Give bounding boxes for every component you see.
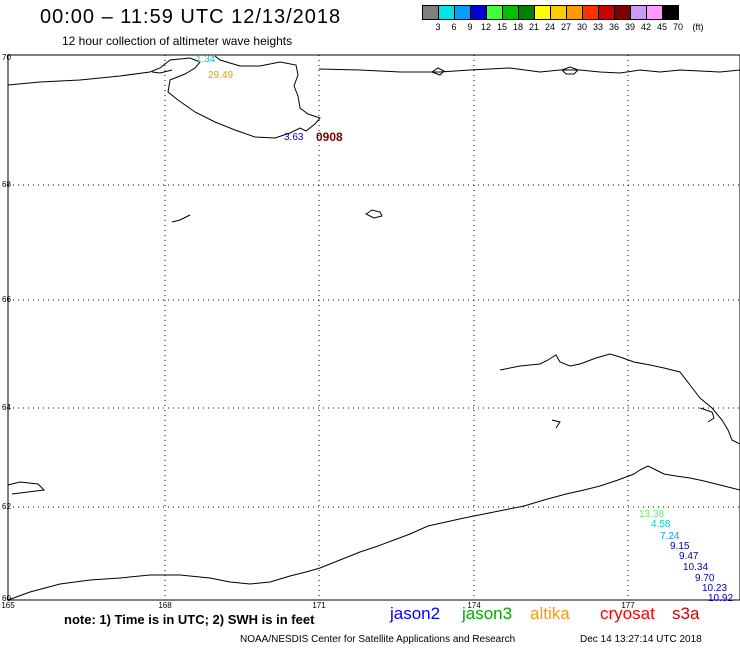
legend-cryosat: cryosat [600,604,655,623]
scale-unit: (ft) [692,22,704,32]
coastline-norton-bay [699,407,715,423]
observation-labels: 1.34 29.49 3.63 0908 13.38 4.58 7.24 9.1… [196,54,733,604]
coastline-north-bay [151,69,173,74]
observation-label: 10.34 [683,562,708,573]
coastline-seward [499,353,740,445]
island-small-3 [365,209,383,219]
observation-label: 10.92 [708,593,733,604]
lon-label-171: 171 [312,601,326,610]
observation-label: 9.47 [679,551,699,562]
lat-label-70: 70 [2,53,11,62]
scale-label: 30 [576,22,588,32]
scale-label: 27 [560,22,572,32]
observation-label: 3.63 [284,132,304,143]
scale-label: 12 [480,22,492,32]
coastline-west-stlawrence [7,481,46,495]
observation-label: 1.34 [196,54,216,65]
scale-label: 33 [592,22,604,32]
lat-label-60: 60 [2,594,11,603]
coastline-yukon-delta [639,465,740,491]
lon-label-174: 174 [467,601,481,610]
island-small-2 [561,66,579,75]
scale-label: 3 [435,22,441,32]
scale-label: 18 [512,22,524,32]
scale-label: 15 [496,22,508,32]
lon-label-165: 165 [1,601,15,610]
lat-label-62: 62 [2,502,11,511]
scale-label: 9 [467,22,473,32]
observation-label: 4.58 [651,519,671,530]
scale-label: 70 [672,22,684,32]
scale-label: 21 [528,22,540,32]
observation-label: 9.15 [670,541,690,552]
coastline-bering-south [7,469,641,601]
generated-timestamp: Dec 14 13:27:14 UTC 2018 [580,634,702,645]
scale-label: 24 [544,22,556,32]
lon-labels: 165 168 171 174 177 [1,601,635,610]
legend-jason2: jason2 [390,604,441,623]
page-title: 00:00 – 11:59 UTC 12/13/2018 [40,6,342,28]
coastlines [7,55,740,601]
scale-label: 39 [624,22,636,32]
scale-label: 45 [656,22,668,32]
coastline-norton-sound [551,419,561,429]
observation-time-label: 0908 [316,130,343,144]
color-scale: 3 6 9 12 15 18 21 24 27 30 33 36 39 42 45 70 (ft) [422,5,704,32]
legend-s3a: s3a [672,604,700,623]
lat-label-68: 68 [2,180,11,189]
lat-labels: 70 68 66 64 62 60 [2,53,11,603]
lat-label-66: 66 [2,295,11,304]
lat-label-64: 64 [2,403,11,412]
observation-label: 9.70 [695,573,715,584]
island-small-1 [430,67,445,76]
observation-label: 7.24 [660,531,680,542]
lon-label-177: 177 [621,601,635,610]
legend-jason3: jason3 [462,604,513,623]
map-frame [7,54,740,601]
footer-note: note: 1) Time is in UTC; 2) SWH is in fe… [64,612,315,627]
scale-swatch [662,5,679,20]
coastline-arctic-east [318,67,740,74]
page-subtitle: 12 hour collection of altimeter wave hei… [62,34,293,48]
color-scale-labels: 3 6 9 12 15 18 21 24 27 30 33 36 39 42 45 70 (ft) [422,20,703,32]
coastline-chukotka [7,55,321,139]
legend-altika: altika [530,604,570,623]
map-grid [8,55,740,600]
scale-label: 36 [608,22,620,32]
observation-label: 13.38 [639,509,664,520]
map: 70 68 66 64 62 60 165 168 171 174 177 1.… [1,53,740,610]
lon-label-168: 168 [158,601,172,610]
observation-label: 10.23 [702,583,727,594]
color-scale-swatches [422,5,679,20]
observation-label: 29.49 [208,70,233,81]
scale-label: 42 [640,22,652,32]
credit-text: NOAA/NESDIS Center for Satellite Applica… [240,634,516,645]
island-small-4 [171,214,191,223]
scale-label: 6 [451,22,457,32]
